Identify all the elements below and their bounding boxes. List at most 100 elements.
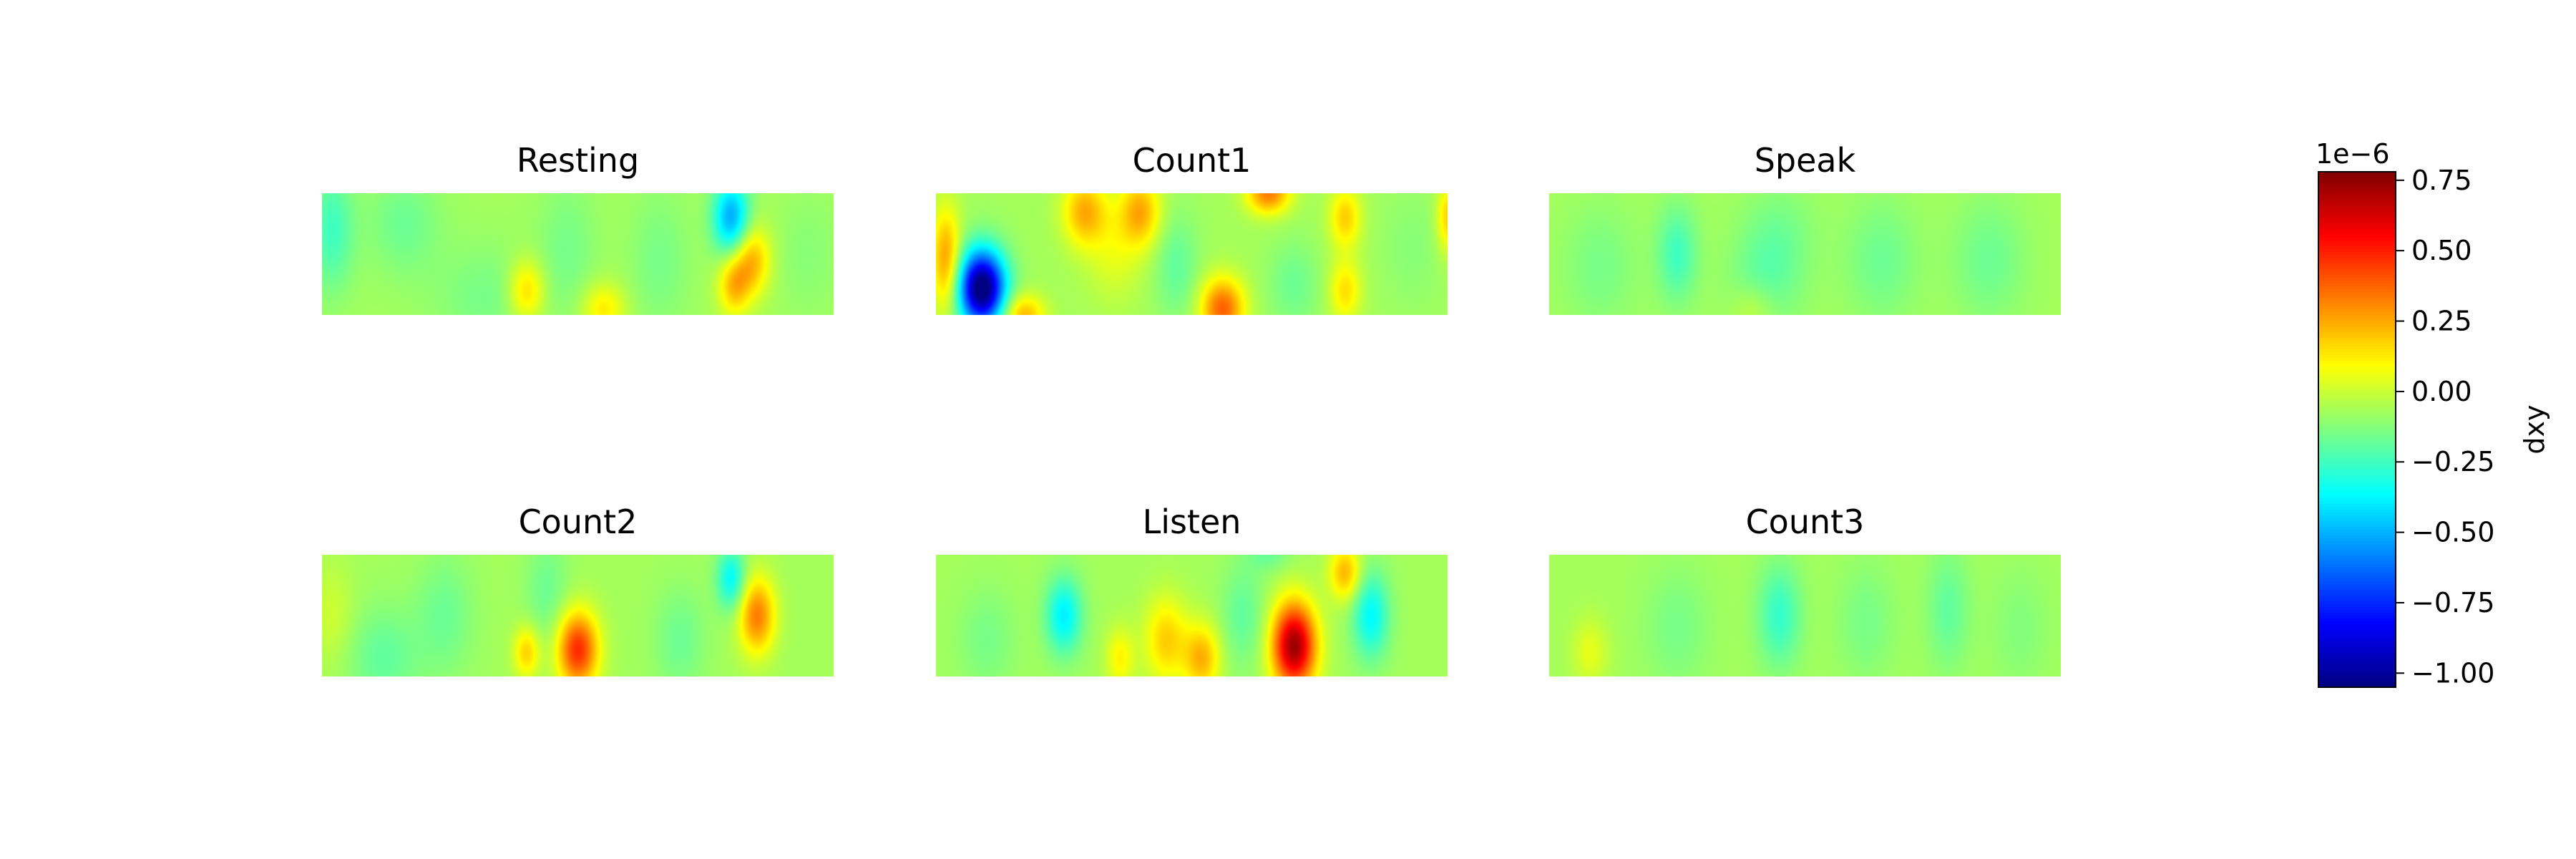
colorbar-segment <box>2318 467 2396 470</box>
colorbar-offset-text: 1e−6 <box>2316 138 2390 170</box>
colorbar-segment <box>2318 567 2396 571</box>
colorbar-segment <box>2318 432 2396 436</box>
colorbar-segment <box>2318 415 2396 419</box>
heatmap-panels: Resting Count1 Speak Count2 Listen Count3 <box>322 141 2061 676</box>
colorbar-segment <box>2318 630 2396 634</box>
colorbar-segment <box>2318 610 2396 613</box>
colorbar-segment <box>2318 318 2396 321</box>
colorbar-segment <box>2318 180 2396 184</box>
colorbar-segment <box>2318 358 2396 361</box>
panel-title: Count3 <box>1746 503 1865 541</box>
colorbar-segment <box>2318 558 2396 562</box>
colorbar-segment <box>2318 246 2396 250</box>
colorbar-segment <box>2318 232 2396 236</box>
colorbar-segment <box>2318 427 2396 430</box>
heatmap-image <box>936 193 1448 315</box>
colorbar-segment <box>2318 581 2396 585</box>
colorbar-tick-label: 0.75 <box>2411 165 2472 196</box>
colorbar-segment <box>2318 533 2396 536</box>
heatmap-image <box>322 193 834 315</box>
colorbar-segment <box>2318 510 2396 513</box>
colorbar-segment <box>2318 607 2396 611</box>
colorbar-segment <box>2318 375 2396 379</box>
colorbar-segment <box>2318 535 2396 539</box>
colorbar-segment <box>2318 272 2396 276</box>
colorbar-segment <box>2318 584 2396 588</box>
colorbar-segment <box>2318 481 2396 485</box>
colorbar-segment <box>2318 283 2396 287</box>
colorbar-segment <box>2318 461 2396 465</box>
colorbar-tick-label: 0.25 <box>2411 306 2472 337</box>
colorbar-segment <box>2318 475 2396 479</box>
colorbar-segment <box>2318 324 2396 327</box>
colorbar-segment <box>2318 301 2396 304</box>
colorbar-segment <box>2318 478 2396 482</box>
colorbar-segment <box>2318 452 2396 456</box>
colorbar-segment <box>2318 553 2396 556</box>
colorbar-segment <box>2318 555 2396 559</box>
colorbar-segment <box>2318 378 2396 382</box>
colorbar-segment <box>2318 367 2396 370</box>
colorbar-segment <box>2318 404 2396 407</box>
colorbar-segment <box>2318 450 2396 453</box>
colorbar-segment <box>2318 209 2396 213</box>
heatmap-panel-listen: Listen <box>936 503 1448 676</box>
colorbar: 0.75 0.50 0.25 0.00 −0.25 −0.50 −0.75 −1.00 1e−… <box>2316 138 2550 689</box>
colorbar-segment <box>2318 670 2396 674</box>
colorbar-segment <box>2318 647 2396 651</box>
colorbar-segment <box>2318 676 2396 679</box>
colorbar-segment <box>2318 596 2396 599</box>
colorbar-segment <box>2318 295 2396 299</box>
colorbar-segment <box>2318 338 2396 341</box>
colorbar-segment <box>2318 178 2396 181</box>
colorbar-segment <box>2318 681 2396 685</box>
colorbar-segment <box>2318 447 2396 450</box>
colorbar-segment <box>2318 235 2396 238</box>
colorbar-segment <box>2318 576 2396 579</box>
colorbar-segment <box>2318 636 2396 639</box>
colorbar-segment <box>2318 269 2396 273</box>
colorbar-segment <box>2318 412 2396 416</box>
colorbar-segment <box>2318 667 2396 671</box>
colorbar-segment <box>2318 564 2396 568</box>
colorbar-segment <box>2318 218 2396 221</box>
colorbar-segment <box>2318 195 2396 198</box>
colorbar-segment <box>2318 438 2396 442</box>
colorbar-segment <box>2318 441 2396 445</box>
colorbar-segment <box>2318 507 2396 510</box>
colorbar-segment <box>2318 621 2396 625</box>
colorbar-segment <box>2318 238 2396 241</box>
colorbar-segment <box>2318 593 2396 596</box>
colorbar-segment <box>2318 561 2396 565</box>
colorbar-segment <box>2318 627 2396 631</box>
colorbar-segment <box>2318 530 2396 533</box>
colorbar-segment <box>2318 304 2396 307</box>
colorbar-segment <box>2318 673 2396 676</box>
colorbar-segment <box>2318 372 2396 376</box>
colorbar-tick-label: −0.75 <box>2411 587 2494 618</box>
panel-title: Count2 <box>519 503 638 541</box>
colorbar-segment <box>2318 604 2396 608</box>
colorbar-segment <box>2318 226 2396 230</box>
colorbar-segment <box>2318 601 2396 605</box>
colorbar-segment <box>2318 684 2396 688</box>
colorbar-segment <box>2318 361 2396 364</box>
colorbar-segment <box>2318 200 2396 204</box>
colorbar-segment <box>2318 513 2396 516</box>
colorbar-segment <box>2318 223 2396 227</box>
heatmap-panel-speak: Speak <box>1549 141 2061 315</box>
colorbar-segment <box>2318 292 2396 296</box>
colorbar-segment <box>2318 298 2396 301</box>
colorbar-segment <box>2318 598 2396 602</box>
colorbar-segment <box>2318 186 2396 190</box>
colorbar-segment <box>2318 344 2396 347</box>
colorbar-segment <box>2318 364 2396 367</box>
colorbar-segment <box>2318 387 2396 390</box>
colorbar-segment <box>2318 335 2396 339</box>
colorbar-segment <box>2318 315 2396 319</box>
colorbar-segment <box>2318 409 2396 413</box>
colorbar-segment <box>2318 518 2396 522</box>
colorbar-segment <box>2318 215 2396 218</box>
colorbar-segment <box>2318 332 2396 336</box>
colorbar-segment <box>2318 407 2396 410</box>
